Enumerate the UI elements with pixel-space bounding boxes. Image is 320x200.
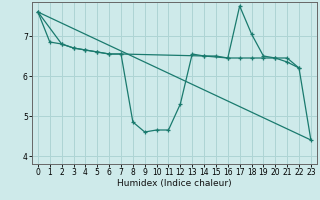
X-axis label: Humidex (Indice chaleur): Humidex (Indice chaleur)	[117, 179, 232, 188]
